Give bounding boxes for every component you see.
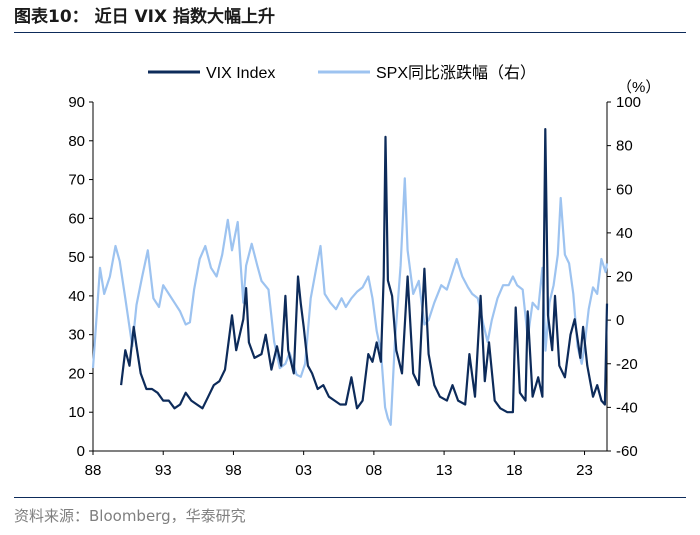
right-tick-label: 80 bbox=[616, 138, 633, 155]
x-tick-label: 08 bbox=[366, 462, 383, 479]
legend-label-spx: SPX同比涨跌幅（右） bbox=[376, 64, 536, 82]
x-tick-label: 23 bbox=[576, 462, 593, 479]
left-tick-label: 0 bbox=[77, 443, 85, 460]
left-tick-label: 80 bbox=[68, 133, 85, 150]
left-tick-label: 20 bbox=[68, 365, 85, 382]
right-tick-label: 60 bbox=[616, 181, 633, 198]
left-tick-label: 40 bbox=[68, 288, 85, 305]
x-tick-label: 13 bbox=[436, 462, 453, 479]
left-tick-label: 10 bbox=[68, 404, 85, 421]
series-line-spx bbox=[91, 177, 609, 426]
x-tick-label: 98 bbox=[225, 462, 242, 479]
left-tick-label: 70 bbox=[68, 172, 85, 189]
chart-svg: 0 10 20 30 40 50 60 70 80 90 -60 -40 -20 0 20 40 60 80 100… bbox=[68, 64, 660, 479]
chart-area: 0 10 20 30 40 50 60 70 80 90 -60 -40 -20 0 20 40 60 80 100… bbox=[0, 40, 700, 495]
series-line-vix bbox=[120, 128, 609, 414]
right-tick-label: 100 bbox=[616, 94, 641, 111]
right-tick-label: 20 bbox=[616, 269, 633, 286]
legend-label-vix: VIX Index bbox=[206, 65, 275, 82]
footer-divider bbox=[14, 497, 686, 498]
right-tick-label: -60 bbox=[616, 443, 638, 460]
title-divider bbox=[14, 32, 686, 33]
left-tick-label: 60 bbox=[68, 210, 85, 227]
x-tick-label: 88 bbox=[85, 462, 102, 479]
left-tick-label: 90 bbox=[68, 94, 85, 111]
x-tick-label: 03 bbox=[295, 462, 312, 479]
left-tick-label: 30 bbox=[68, 327, 85, 344]
right-tick-label: -40 bbox=[616, 399, 638, 416]
x-tick-label: 93 bbox=[155, 462, 172, 479]
right-tick-label: 40 bbox=[616, 225, 633, 242]
right-axis-unit: （%） bbox=[617, 79, 660, 96]
x-tick-label: 18 bbox=[506, 462, 523, 479]
right-tick-label: 0 bbox=[616, 312, 624, 329]
left-tick-label: 50 bbox=[68, 249, 85, 266]
chart-title: 图表10： 近日 VIX 指数大幅上升 bbox=[14, 7, 276, 27]
right-tick-label: -20 bbox=[616, 356, 638, 373]
source-note: 资料来源：Bloomberg，华泰研究 bbox=[14, 507, 246, 525]
